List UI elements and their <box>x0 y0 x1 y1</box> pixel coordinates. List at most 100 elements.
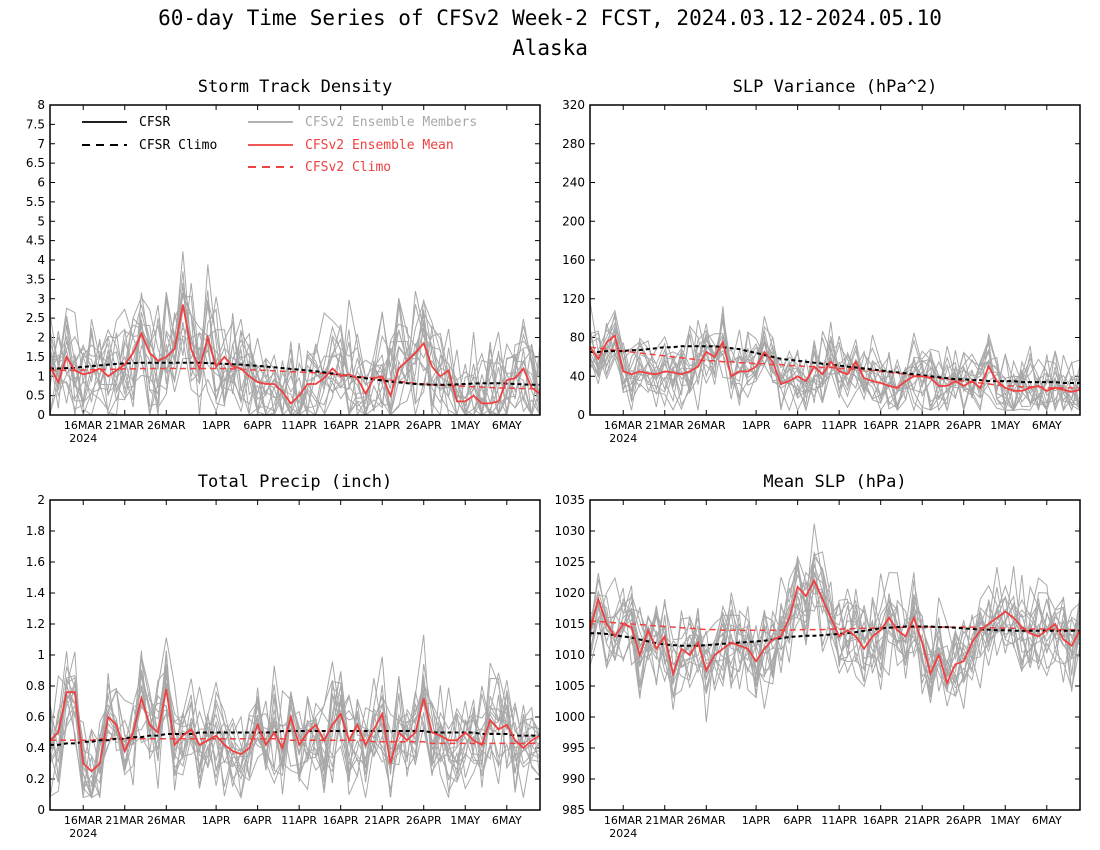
x-tick-label: 6APR <box>243 814 272 827</box>
chart-title: Total Precip (inch) <box>198 472 392 492</box>
series-cfsv2-ensemble-mean <box>590 333 1080 393</box>
ensemble-member-line <box>50 299 540 415</box>
x-tick-label: 6MAY <box>492 419 522 432</box>
y-tick-label: 120 <box>562 292 585 306</box>
series-cfsr-climo <box>590 345 1080 384</box>
y-tick-label: 40 <box>570 369 585 383</box>
x-tick-label: 21MAR <box>105 814 144 827</box>
legend-label: CFSR Climo <box>139 138 217 153</box>
ensemble-member-line <box>590 322 1080 412</box>
x-tick-label: 26APR <box>946 419 982 432</box>
y-tick-label: 0.8 <box>26 679 45 693</box>
x-tick-label: 6MAY <box>1032 814 1062 827</box>
x-tick-label: 11APR <box>281 814 317 827</box>
y-tick-label: 1030 <box>554 524 585 538</box>
page-title: 60-day Time Series of CFSv2 Week-2 FCST,… <box>158 6 942 30</box>
y-tick-label: 1.4 <box>26 586 45 600</box>
y-tick-label: 5 <box>37 214 45 228</box>
ensemble-member-line <box>590 321 1080 412</box>
x-tick-label: 1MAY <box>450 814 480 827</box>
x-tick-label: 26MAR <box>147 419 186 432</box>
ensemble-member-line <box>590 325 1080 411</box>
legend-label: CFSv2 Ensemble Mean <box>305 138 454 153</box>
x-tick-label: 26MAR <box>687 419 726 432</box>
y-tick-label: 200 <box>562 214 585 228</box>
x-tick-label: 16MAR <box>64 814 103 827</box>
ensemble-members <box>50 634 540 800</box>
y-tick-label: 0.6 <box>26 710 45 724</box>
y-tick-label: 0 <box>37 408 45 422</box>
y-tick-label: 1035 <box>554 493 585 507</box>
x-tick-label: 6MAY <box>492 814 522 827</box>
x-tick-label: 16APR <box>863 814 899 827</box>
y-tick-label: 1.2 <box>26 617 45 631</box>
x-tick-label: 1APR <box>742 814 771 827</box>
ensemble-member-line <box>590 551 1080 690</box>
y-tick-label: 240 <box>562 176 585 190</box>
y-tick-label: 1.8 <box>26 524 45 538</box>
y-tick-label: 0.2 <box>26 772 45 786</box>
ensemble-member-line <box>590 554 1080 699</box>
ensemble-members <box>50 251 540 415</box>
series-cfsv2-ensemble-mean <box>590 578 1080 686</box>
y-tick-label: 990 <box>562 772 585 786</box>
x-tick-label: 21APR <box>904 814 940 827</box>
ensemble-member-line <box>50 290 540 415</box>
y-tick-label: 2 <box>37 493 45 507</box>
series-cfsr-climo <box>50 361 540 386</box>
ensemble-members <box>590 301 1080 413</box>
x-tick-label: 16MAR <box>64 419 103 432</box>
x-tick-label: 26MAR <box>147 814 186 827</box>
series-cfsr-climo <box>590 625 1080 647</box>
x-tick-label: 26APR <box>946 814 982 827</box>
y-tick-label: 8 <box>37 98 45 112</box>
x-tick-label: 16APR <box>323 814 359 827</box>
y-tick-label: 6.5 <box>26 156 45 170</box>
y-tick-label: 1.6 <box>26 555 45 569</box>
y-tick-label: 1 <box>37 369 45 383</box>
ensemble-member-line <box>50 651 540 798</box>
x-tick-label: 26APR <box>406 814 442 827</box>
chart-panel-4: Mean SLP (hPa) 985 990 995 1000 1005 1010 1015 1… <box>554 472 1081 840</box>
ensemble-member-line <box>50 637 540 798</box>
x-tick-label: 1MAY <box>990 814 1020 827</box>
ensemble-member-line <box>50 286 540 415</box>
y-tick-label: 0 <box>37 803 45 817</box>
y-tick-label: 2 <box>37 331 45 345</box>
x-tick-label: 1APR <box>742 419 771 432</box>
x-tick-label: 16APR <box>863 419 899 432</box>
x-tick-label: 21APR <box>364 814 400 827</box>
y-tick-label: 4 <box>37 253 45 267</box>
y-tick-label: 7 <box>37 137 45 151</box>
chart-legend: CFSR CFSR Climo CFSv2 Ensemble Members CFSv… <box>82 115 477 175</box>
x-tick-label: 21MAR <box>645 814 684 827</box>
x-tick-label: 1MAY <box>990 419 1020 432</box>
x-tick-label: 16MAR <box>604 419 643 432</box>
ensemble-member-line <box>50 678 540 800</box>
x-tick-label: 6APR <box>783 814 812 827</box>
y-tick-label: 1015 <box>554 617 585 631</box>
y-tick-label: 3.5 <box>26 272 45 286</box>
x-tick-label: 16APR <box>323 419 359 432</box>
chart-frame <box>49 104 541 416</box>
y-tick-label: 0.5 <box>26 389 45 403</box>
x-tick-label: 6MAY <box>1032 419 1062 432</box>
y-tick-label: 7.5 <box>26 117 45 131</box>
legend-label: CFSR <box>139 115 170 130</box>
series-cfsv2-climo <box>590 346 1080 389</box>
x-tick-label: 21APR <box>364 419 400 432</box>
x-tick-label: 11APR <box>281 419 317 432</box>
chart-frame <box>49 499 541 811</box>
chart-panel-2: SLP Variance (hPa^2) 0 40 80 120 160 200 240 280… <box>562 77 1081 445</box>
x-tick-label: 1MAY <box>450 419 480 432</box>
y-tick-label: 6 <box>37 176 45 190</box>
x-tick-label: 26APR <box>406 419 442 432</box>
x-tick-label: 16MAR <box>604 814 643 827</box>
series-cfsv2-ensemble-mean <box>50 688 540 773</box>
y-tick-label: 1010 <box>554 648 585 662</box>
chart-panel-1: Storm Track Density 0 0.5 1 1.5 2 2.5 3 3.5 4 4.5 5… <box>26 77 541 445</box>
y-tick-label: 160 <box>562 253 585 267</box>
y-tick-label: 5.5 <box>26 195 45 209</box>
ensemble-member-line <box>590 325 1080 411</box>
